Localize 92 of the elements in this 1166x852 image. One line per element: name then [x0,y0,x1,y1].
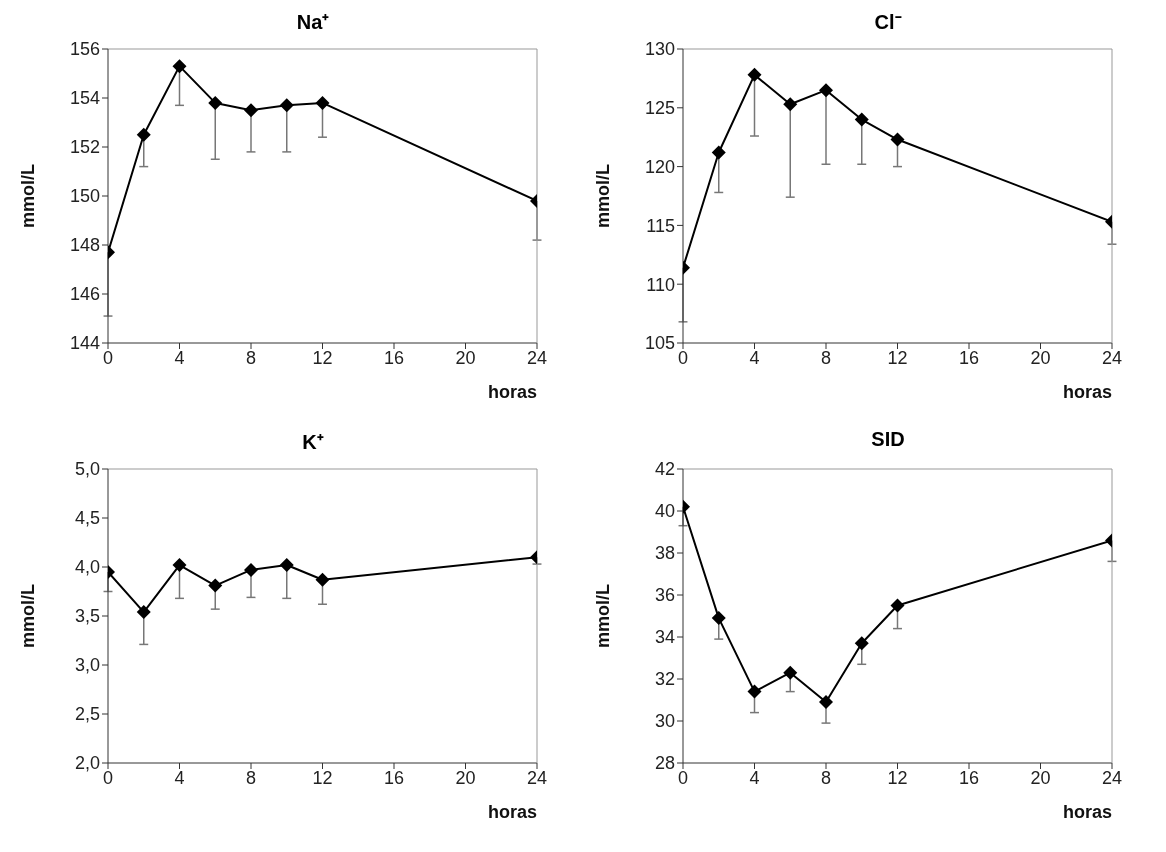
point [783,665,798,680]
x-axis-title: horas [487,802,537,822]
point [172,59,187,74]
x-tick-label: 0 [677,767,689,788]
y-tick-label: 40 [654,501,675,522]
point [819,83,833,98]
x-tick-label: 24 [526,347,548,368]
point [854,112,869,127]
point [711,145,726,160]
point [279,558,294,573]
x-tick-label: 20 [455,767,476,788]
x-tick-label: 24 [1101,767,1123,788]
y-tick-label: 2,0 [74,753,100,774]
x-tick-label: 8 [245,767,257,788]
x-tick-label: 12 [312,767,333,788]
x-tick-label: 0 [677,347,689,368]
chart-title: K⁺ [301,430,325,455]
x-tick-label: 4 [749,347,760,368]
x-tick-label: 20 [1030,347,1051,368]
x-tick-label: 20 [1030,767,1051,788]
y-axis-title: mmol/L [18,163,39,229]
x-axis-title: horas [1062,382,1112,402]
point [136,605,151,620]
x-tick-label: 8 [245,347,257,368]
y-tick-label: 2,5 [74,704,100,725]
y-tick-label: 156 [69,39,100,60]
y-tick-label: 30 [654,711,675,732]
x-tick-label: 20 [455,347,476,368]
point [854,636,869,651]
x-tick-label: 12 [887,767,908,788]
point [244,103,258,118]
y-tick-label: 4,0 [74,557,100,578]
point [747,67,762,82]
y-tick-label: 38 [654,543,675,564]
y-tick-label: 4,5 [74,508,100,529]
point [783,97,798,112]
y-tick-label: 152 [69,137,100,158]
point [172,558,187,573]
y-tick-label: 120 [644,156,675,177]
chart-title: Cl⁻ [873,10,903,35]
y-axis-title: mmol/L [18,583,39,649]
y-axis-title: mmol/L [593,583,614,649]
x-tick-label: 24 [1101,347,1123,368]
y-tick-label: 3,0 [74,655,100,676]
x-tick-label: 0 [102,767,114,788]
x-tick-label: 4 [174,347,185,368]
y-axis-title: mmol/L [593,163,614,229]
point [315,572,330,587]
y-tick-label: 144 [69,333,100,354]
y-tick-label: 105 [644,333,675,354]
x-tick-label: 16 [383,347,405,368]
point [819,695,833,710]
point [711,611,726,626]
x-tick-label: 8 [820,347,832,368]
point [279,98,294,113]
x-tick-label: 16 [958,767,980,788]
y-tick-label: 3,5 [74,606,100,627]
chart-title: SID [870,428,906,452]
y-tick-label: 148 [69,235,100,256]
point [890,598,905,613]
point [208,578,223,593]
y-tick-label: 154 [69,88,100,109]
y-tick-label: 5,0 [74,459,100,480]
x-tick-label: 16 [383,767,405,788]
y-tick-label: 110 [646,274,675,295]
point [315,95,330,110]
y-tick-label: 150 [69,186,100,207]
x-tick-label: 12 [312,347,333,368]
x-tick-label: 16 [958,347,980,368]
y-tick-label: 115 [646,215,675,236]
y-tick-label: 125 [644,98,675,119]
y-tick-label: 36 [654,585,675,606]
x-tick-label: 4 [749,767,760,788]
x-tick-label: 12 [887,347,908,368]
x-tick-label: 24 [526,767,548,788]
y-tick-label: 28 [654,753,675,774]
y-tick-label: 32 [654,669,675,690]
y-tick-label: 42 [654,459,675,480]
point [136,127,151,142]
point [747,684,762,699]
x-tick-label: 8 [820,767,832,788]
x-tick-label: 0 [102,347,114,368]
chart-title: Na⁺ [295,10,331,35]
x-axis-title: horas [1062,802,1112,822]
y-tick-label: 146 [69,284,100,305]
x-axis-title: horas [487,382,537,402]
y-tick-label: 130 [644,39,675,60]
point [244,562,258,577]
y-tick-label: 34 [654,627,675,648]
point [208,95,223,110]
point [890,132,905,147]
x-tick-label: 4 [174,767,185,788]
